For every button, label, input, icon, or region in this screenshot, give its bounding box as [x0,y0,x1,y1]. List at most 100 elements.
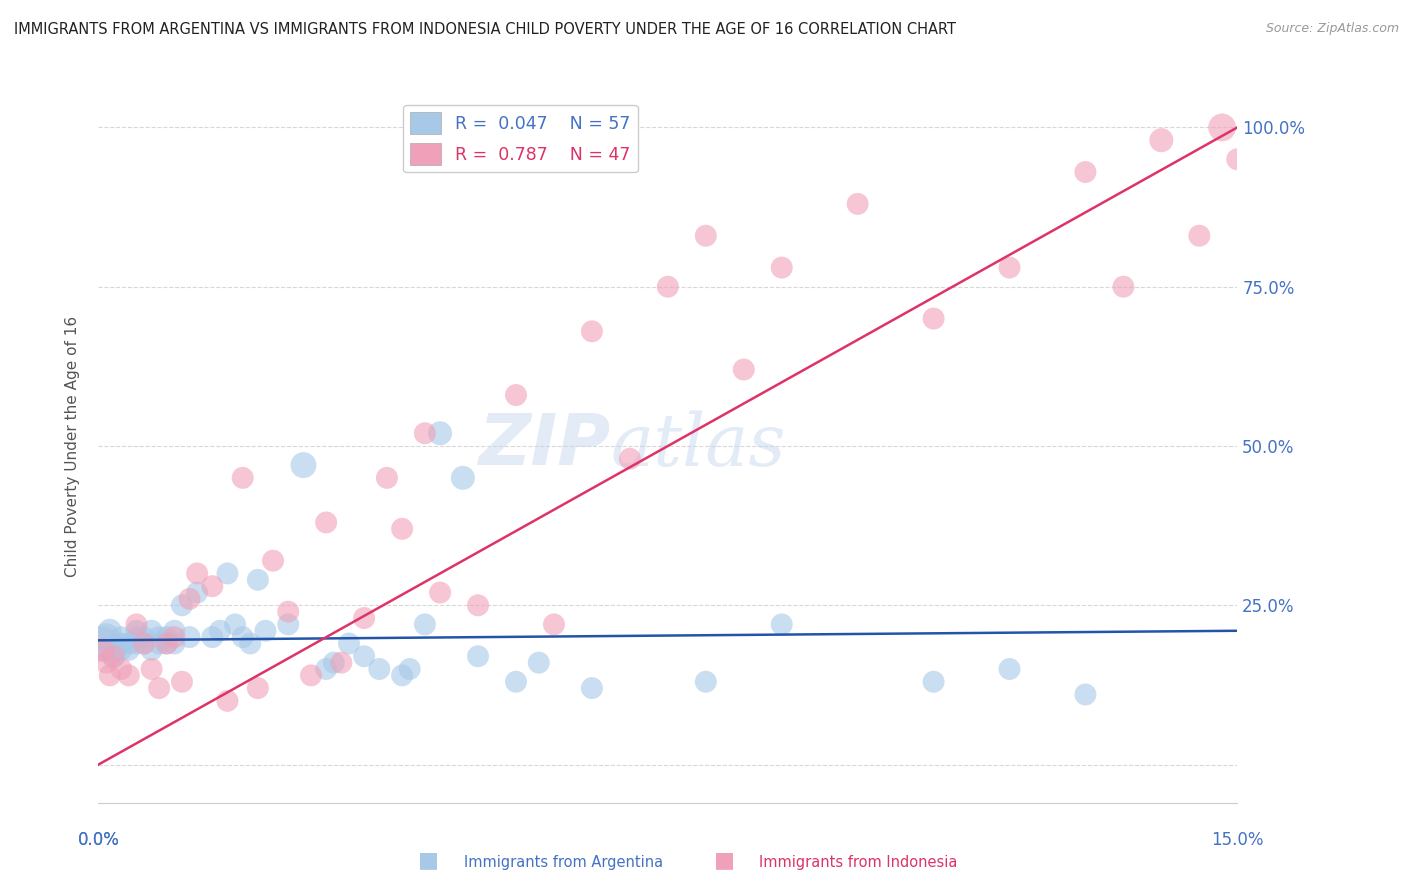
Point [330,656,353,670]
Point [103,643,125,657]
Point [429,585,451,599]
Point [224,617,246,632]
Point [581,324,603,338]
Point [467,649,489,664]
Point [118,668,141,682]
Point [156,636,179,650]
Point [581,681,603,695]
Point [277,605,299,619]
Point [1150,133,1173,147]
Point [337,636,360,650]
Point [353,649,375,664]
Point [368,662,391,676]
Point [733,362,755,376]
Point [94,656,117,670]
Point [413,617,436,632]
Point [657,279,679,293]
Point [998,662,1021,676]
Point [770,617,793,632]
Point [315,516,337,530]
Text: atlas: atlas [612,410,786,482]
Point [163,630,186,644]
Legend: R =  0.047    N = 57, R =  0.787    N = 47: R = 0.047 N = 57, R = 0.787 N = 47 [404,105,637,172]
Point [1226,153,1249,167]
Point [91,636,114,650]
Point [132,636,155,650]
Point [132,636,155,650]
Point [110,636,132,650]
Point [118,636,141,650]
Point [125,617,148,632]
Point [141,643,163,657]
Point [292,458,315,472]
Point [391,522,413,536]
Point [922,311,945,326]
Y-axis label: Child Poverty Under the Age of 16: Child Poverty Under the Age of 16 [65,316,80,576]
Point [148,630,170,644]
Point [846,197,869,211]
Text: ZIP: ZIP [478,411,612,481]
Point [170,674,193,689]
Point [1188,228,1211,243]
Point [232,630,254,644]
Point [262,554,284,568]
Point [201,630,224,644]
Point [96,643,118,657]
Text: 0.0%: 0.0% [77,831,120,849]
Point [619,451,641,466]
Point [505,388,527,402]
Point [186,585,208,599]
Point [163,636,186,650]
Point [375,471,398,485]
Point [277,617,299,632]
Point [922,674,945,689]
Point [246,681,269,695]
Point [467,599,489,613]
Text: Immigrants from Indonesia: Immigrants from Indonesia [759,855,957,870]
Point [179,591,201,606]
Point [91,643,114,657]
Point [232,471,254,485]
Point [770,260,793,275]
Point [141,624,163,638]
Point [156,636,179,650]
Point [118,643,141,657]
Point [141,662,163,676]
Text: ■: ■ [419,850,439,870]
Point [125,624,148,638]
Point [98,668,121,682]
Point [451,471,474,485]
Point [125,630,148,644]
Text: Source: ZipAtlas.com: Source: ZipAtlas.com [1265,22,1399,36]
Point [391,668,413,682]
Point [103,649,125,664]
Point [1211,120,1233,135]
Point [148,681,170,695]
Point [695,674,717,689]
Point [179,630,201,644]
Point [217,694,239,708]
Point [254,624,277,638]
Point [148,636,170,650]
Text: 0.0%: 0.0% [77,831,120,849]
Text: 15.0%: 15.0% [1211,831,1264,849]
Point [217,566,239,581]
Point [505,674,527,689]
Point [998,260,1021,275]
Point [1112,279,1135,293]
Point [413,426,436,441]
Point [110,643,132,657]
Point [315,662,337,676]
Point [695,228,717,243]
Point [299,668,322,682]
Point [1074,165,1097,179]
Text: Immigrants from Argentina: Immigrants from Argentina [464,855,664,870]
Point [94,630,117,644]
Point [170,599,193,613]
Point [239,636,262,650]
Point [132,630,155,644]
Point [543,617,565,632]
Point [107,636,129,650]
Point [110,630,132,644]
Point [322,656,344,670]
